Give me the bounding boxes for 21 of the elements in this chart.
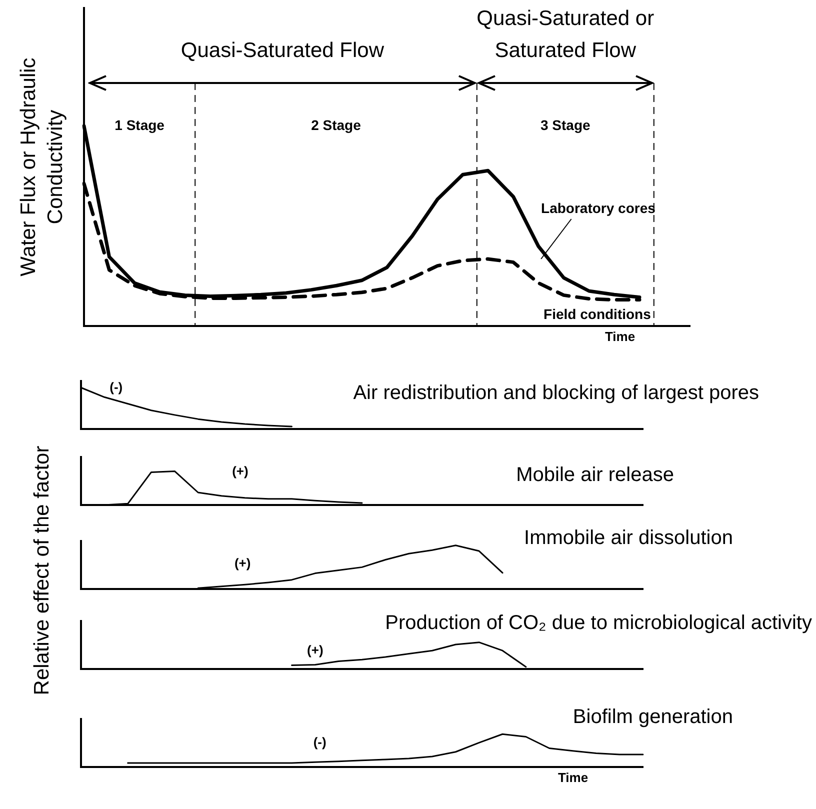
annotation: (+) — [307, 642, 324, 658]
chart-title: Immobile air dissolution — [523, 526, 733, 551]
y-axis-title: Water Flux or Hydraulic Conductivity — [16, 56, 68, 278]
chart-title: Air redistribution and blocking of largest pores — [352, 381, 759, 406]
chart-title: Mobile air release — [516, 464, 674, 486]
x-axis-title: Time — [558, 770, 588, 786]
annotation: (-) — [110, 380, 123, 395]
series-label: Laboratory cores — [541, 200, 656, 216]
x-axis-title: Time — [604, 329, 636, 344]
annotation: (+) — [232, 463, 248, 478]
y-axis-title: Relative effect of the factor — [30, 444, 54, 697]
text: Quasi-Saturated or Saturated Flow — [476, 6, 656, 64]
text: Quasi-Saturated Flow — [180, 39, 384, 62]
annotation: (+) — [234, 556, 251, 571]
annotation: 2 Stage — [311, 116, 362, 133]
series-label: Field conditions — [544, 306, 652, 322]
annotation: (-) — [313, 734, 326, 750]
chart-title: Biofilm generation — [572, 705, 733, 730]
annotation: 1 Stage — [114, 116, 165, 133]
chart-title: Production of CO₂ due to microbiological activity — [384, 611, 812, 636]
annotation: 3 Stage — [540, 116, 590, 133]
